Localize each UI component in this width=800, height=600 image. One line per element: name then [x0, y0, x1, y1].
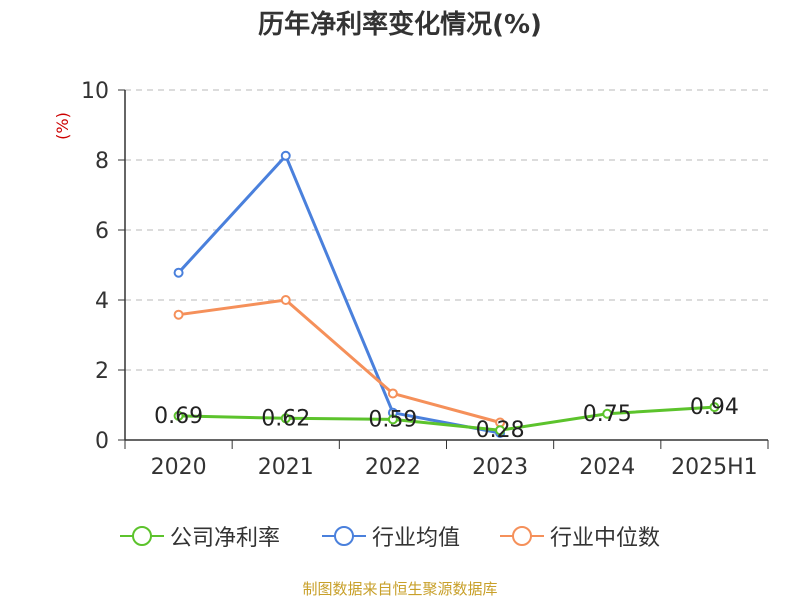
x-tick-label: 2024 — [579, 455, 635, 480]
chart-title: 历年净利率变化情况(%) — [258, 10, 542, 40]
x-tick-label: 2022 — [365, 455, 421, 480]
data-point — [173, 267, 184, 278]
legend-swatch-industry-mean — [322, 526, 366, 546]
series-line — [177, 154, 501, 435]
data-point — [280, 413, 291, 424]
x-tick-label: 2021 — [258, 455, 314, 480]
data-point — [280, 295, 291, 305]
data-point — [709, 402, 720, 413]
legend-swatch-company — [120, 526, 164, 546]
y-tick-label: 8 — [95, 149, 109, 174]
data-label: 0.62 — [261, 406, 310, 431]
y-tick-label: 0 — [95, 429, 109, 454]
x-tick-label: 2025H1 — [671, 455, 758, 480]
data-point — [280, 150, 291, 161]
series-line — [178, 298, 501, 424]
data-label: 0.28 — [476, 418, 525, 443]
data-label: 0.59 — [368, 407, 417, 432]
legend-swatch-industry-median — [500, 526, 544, 546]
x-tick-label: 2023 — [472, 455, 528, 480]
data-point — [173, 309, 184, 320]
legend-label-industry-median: 行业中位数 — [550, 526, 661, 551]
y-tick-label: 10 — [81, 79, 109, 104]
source-note: 制图数据来自恒生聚源数据库 — [302, 580, 498, 598]
data-point — [387, 388, 398, 399]
data-label: 0.94 — [690, 395, 739, 420]
y-tick-label: 6 — [95, 219, 109, 244]
data-point — [602, 408, 613, 419]
x-tick-label: 2020 — [151, 455, 207, 480]
legend-label-company: 公司净利率 — [170, 526, 281, 551]
data-label: 0.75 — [583, 402, 632, 427]
legend-item-industry-mean[interactable]: 行业均值 — [322, 520, 460, 552]
legend-item-company[interactable]: 公司净利率 — [120, 520, 280, 552]
y-tick-label: 2 — [95, 359, 109, 384]
series-line — [178, 405, 715, 432]
data-point — [387, 414, 398, 425]
legend-item-industry-median[interactable]: 行业中位数 — [500, 520, 660, 552]
data-point — [495, 425, 506, 436]
data-label: 0.69 — [154, 404, 203, 429]
y-axis-label: (%) — [53, 112, 72, 140]
legend-label-industry-mean: 行业均值 — [372, 526, 461, 551]
y-tick-label: 4 — [95, 289, 109, 314]
data-point — [173, 410, 184, 421]
